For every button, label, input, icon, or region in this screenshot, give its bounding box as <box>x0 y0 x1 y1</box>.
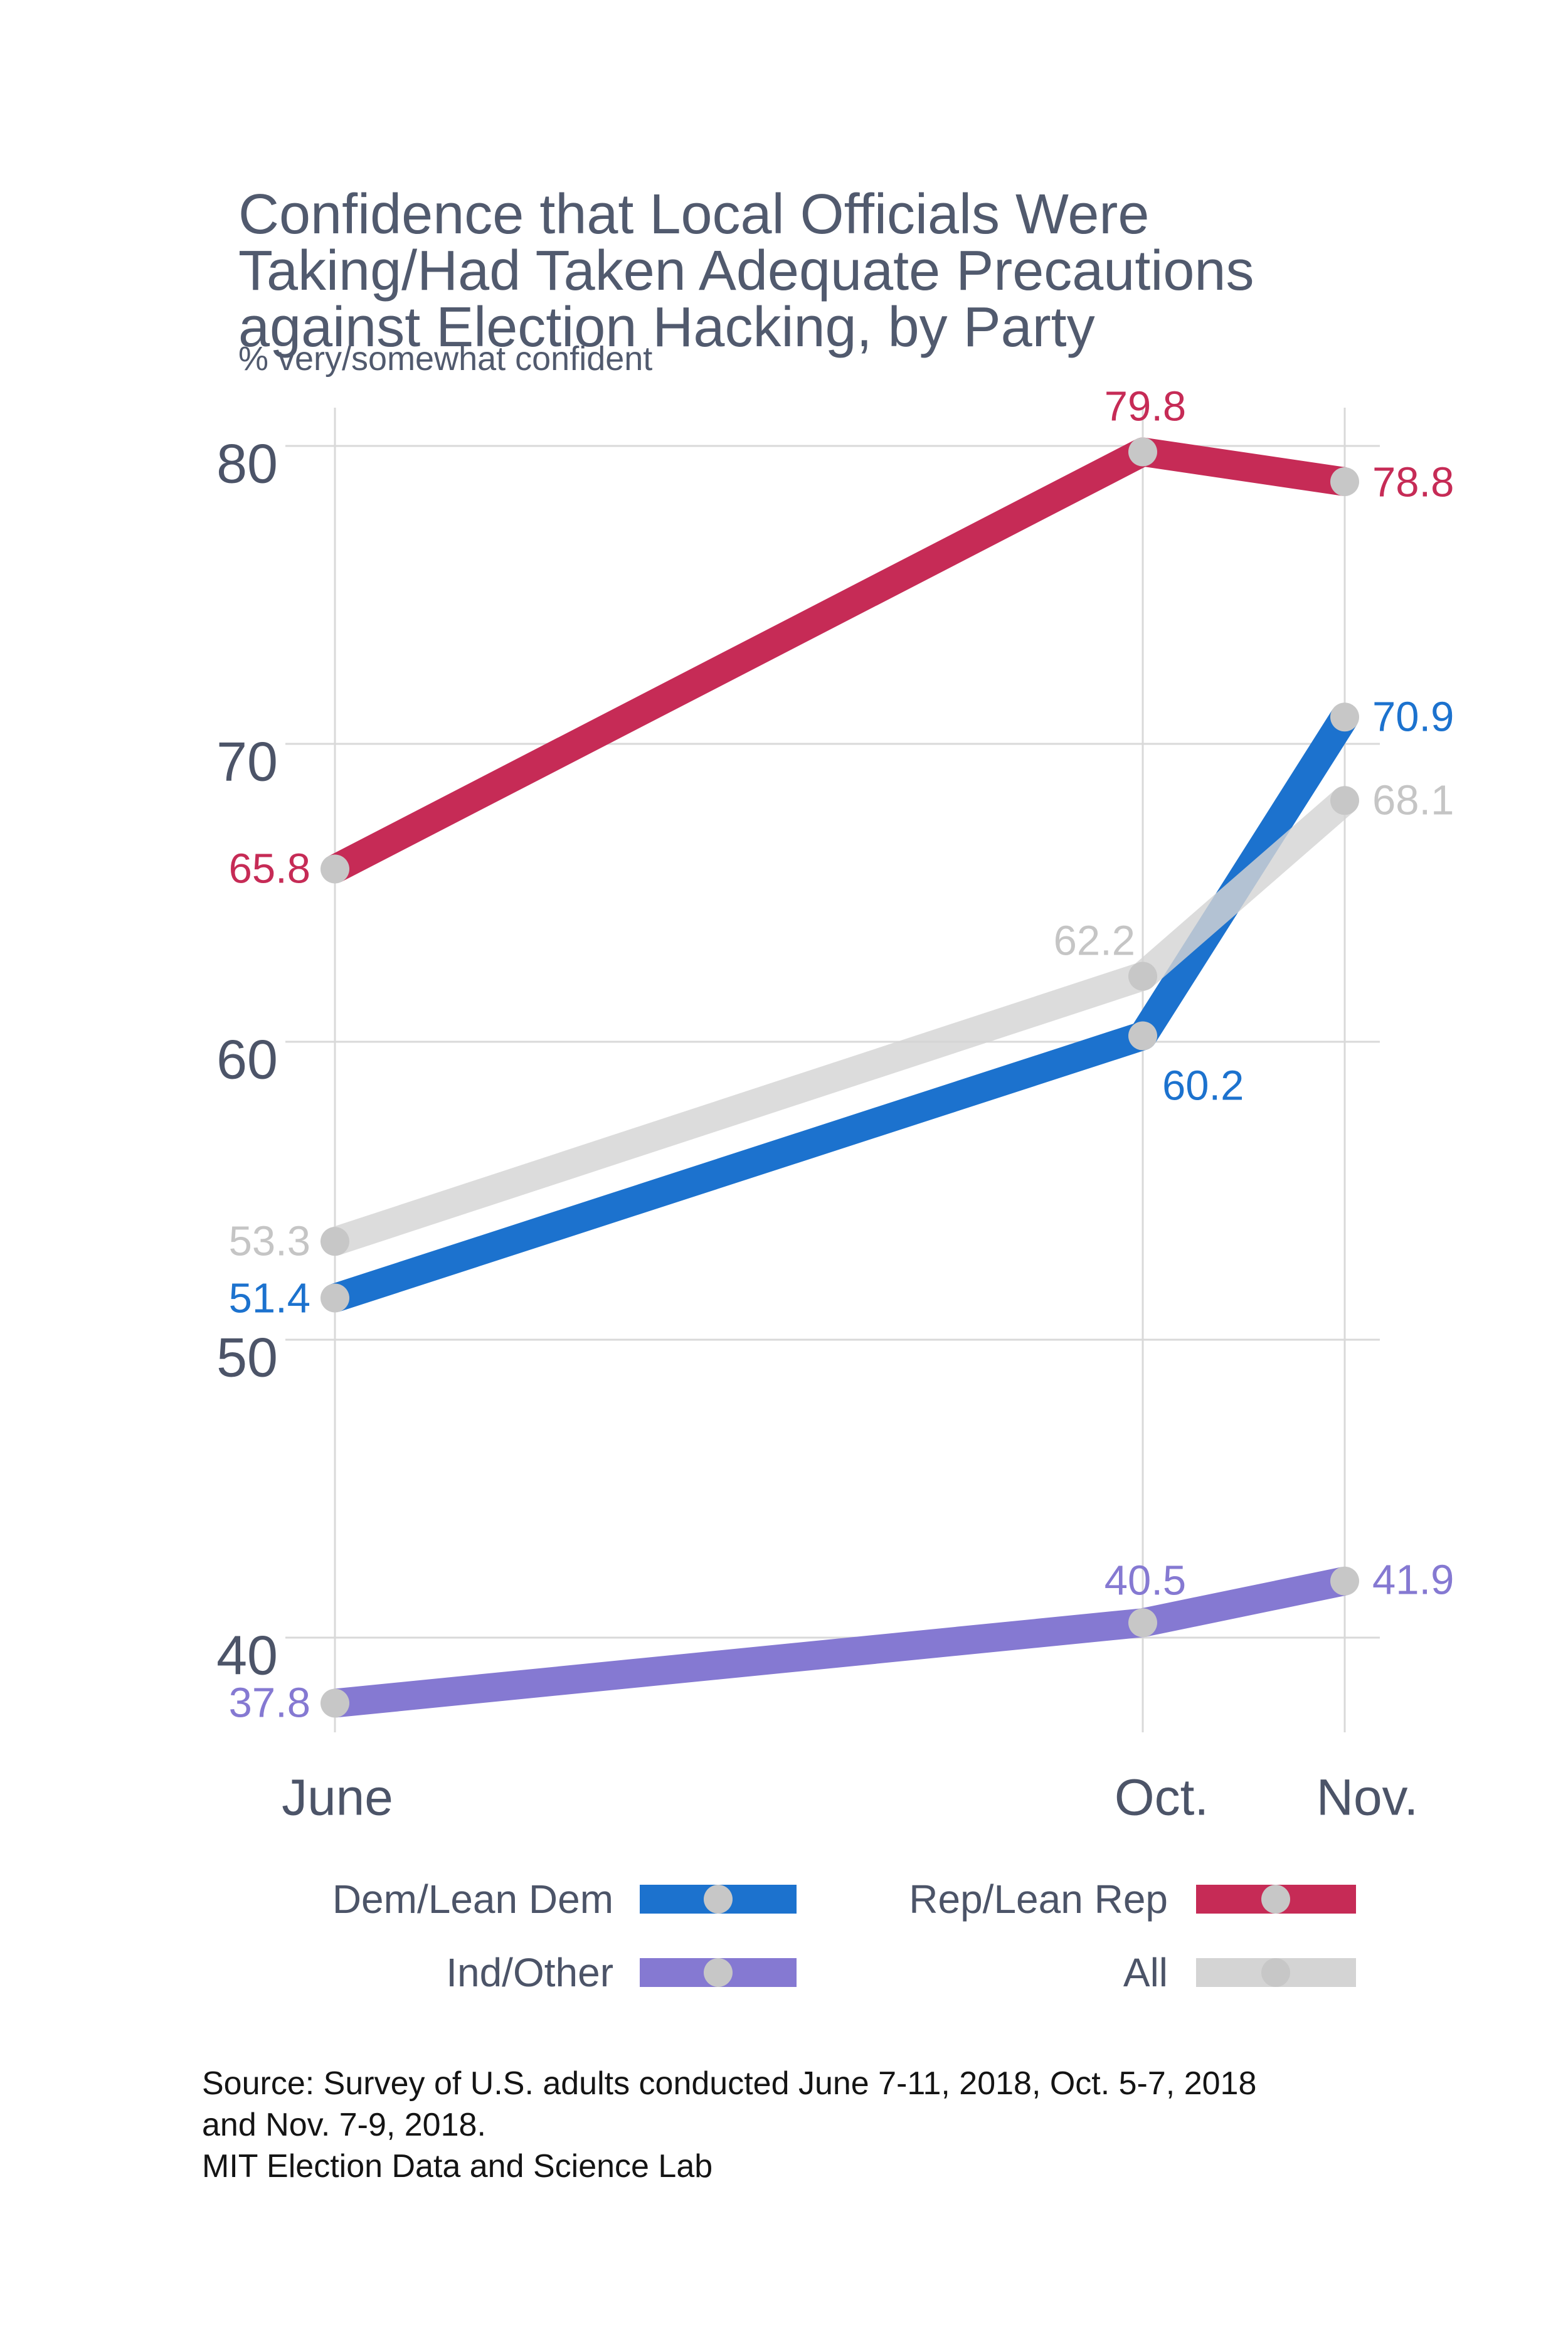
series-line-rep <box>328 437 1347 882</box>
legend-key-dem-marker <box>704 1885 733 1914</box>
legend-label-rep: Rep/Lean Rep <box>909 1877 1168 1922</box>
value-label-rep-june: 65.8 <box>229 845 310 893</box>
source-line-3: MIT Election Data and Science Lab <box>202 2148 712 2185</box>
value-label-all-oct: 62.2 <box>1054 918 1135 965</box>
x-tick-june: June <box>282 1769 393 1826</box>
source-note: Source: Survey of U.S. adults conducted … <box>202 2065 1256 2185</box>
source-line-1: Source: Survey of U.S. adults conducted … <box>202 2065 1256 2102</box>
value-labels: 65.8 79.8 78.8 51.4 60.2 70.9 53.3 62.2 … <box>229 383 1454 1727</box>
value-label-ind-june: 37.8 <box>229 1680 310 1727</box>
legend-key-ind-marker <box>704 1958 733 1987</box>
x-tick-nov: Nov. <box>1316 1769 1419 1826</box>
value-label-dem-oct: 60.2 <box>1162 1062 1244 1110</box>
x-axis-labels: June Oct. Nov. <box>282 1769 1418 1826</box>
chart-legend: Dem/Lean Dem Rep/Lean Rep Ind/Other All <box>332 1877 1356 1995</box>
data-point-marker-rep-june <box>320 854 349 884</box>
chart-subtitle: % very/somewhat confident <box>238 340 652 378</box>
value-label-all-nov: 68.1 <box>1372 777 1454 824</box>
gridlines-layer <box>285 408 1380 1732</box>
data-point-marker-dem-nov <box>1330 702 1359 732</box>
data-point-marker-rep-oct <box>1128 437 1157 467</box>
legend-key-all-marker <box>1261 1958 1290 1987</box>
source-line-2: and Nov. 7-9, 2018. <box>202 2107 486 2143</box>
legend-key-rep-marker <box>1261 1885 1290 1914</box>
value-label-dem-june: 51.4 <box>229 1275 310 1322</box>
y-tick-70: 70 <box>216 731 278 793</box>
y-tick-80: 80 <box>216 433 278 495</box>
data-point-marker-all-june <box>320 1227 349 1256</box>
value-label-ind-oct: 40.5 <box>1104 1557 1186 1604</box>
chart-title-line-2: Taking/Had Taken Adequate Precautions <box>238 240 1254 302</box>
chart-header: Confidence that Local Officials Were Tak… <box>238 183 1254 378</box>
value-label-ind-nov: 41.9 <box>1372 1557 1454 1604</box>
y-axis-labels: 80 70 60 50 40 <box>216 433 278 1687</box>
value-label-all-june: 53.3 <box>229 1218 310 1265</box>
y-tick-50: 50 <box>216 1327 278 1389</box>
x-tick-oct: Oct. <box>1115 1769 1209 1826</box>
legend-label-dem: Dem/Lean Dem <box>332 1877 613 1922</box>
chart-title-line-3: against Election Hacking, by Party <box>238 296 1095 359</box>
value-label-rep-nov: 78.8 <box>1372 459 1454 506</box>
data-point-marker-ind-june <box>320 1688 349 1718</box>
series-line-ind <box>333 1567 1348 1718</box>
value-label-rep-oct: 79.8 <box>1104 383 1186 430</box>
series-line-all <box>330 789 1355 1256</box>
data-point-marker-dem-oct <box>1128 1021 1157 1051</box>
y-tick-40: 40 <box>216 1624 278 1687</box>
chart-title-line-1: Confidence that Local Officials Were <box>238 183 1149 246</box>
legend-label-all: All <box>1123 1950 1168 1995</box>
data-point-marker-rep-nov <box>1330 467 1359 496</box>
data-point-marker-dem-june <box>320 1283 349 1313</box>
legend-label-ind: Ind/Other <box>446 1950 613 1995</box>
data-point-marker-ind-oct <box>1128 1608 1157 1638</box>
value-label-dem-nov: 70.9 <box>1372 694 1454 741</box>
markers-layer <box>320 437 1359 1718</box>
data-point-marker-ind-nov <box>1330 1566 1359 1596</box>
data-point-marker-all-nov <box>1330 786 1359 815</box>
y-tick-60: 60 <box>216 1029 278 1091</box>
data-point-marker-all-oct <box>1128 961 1157 991</box>
